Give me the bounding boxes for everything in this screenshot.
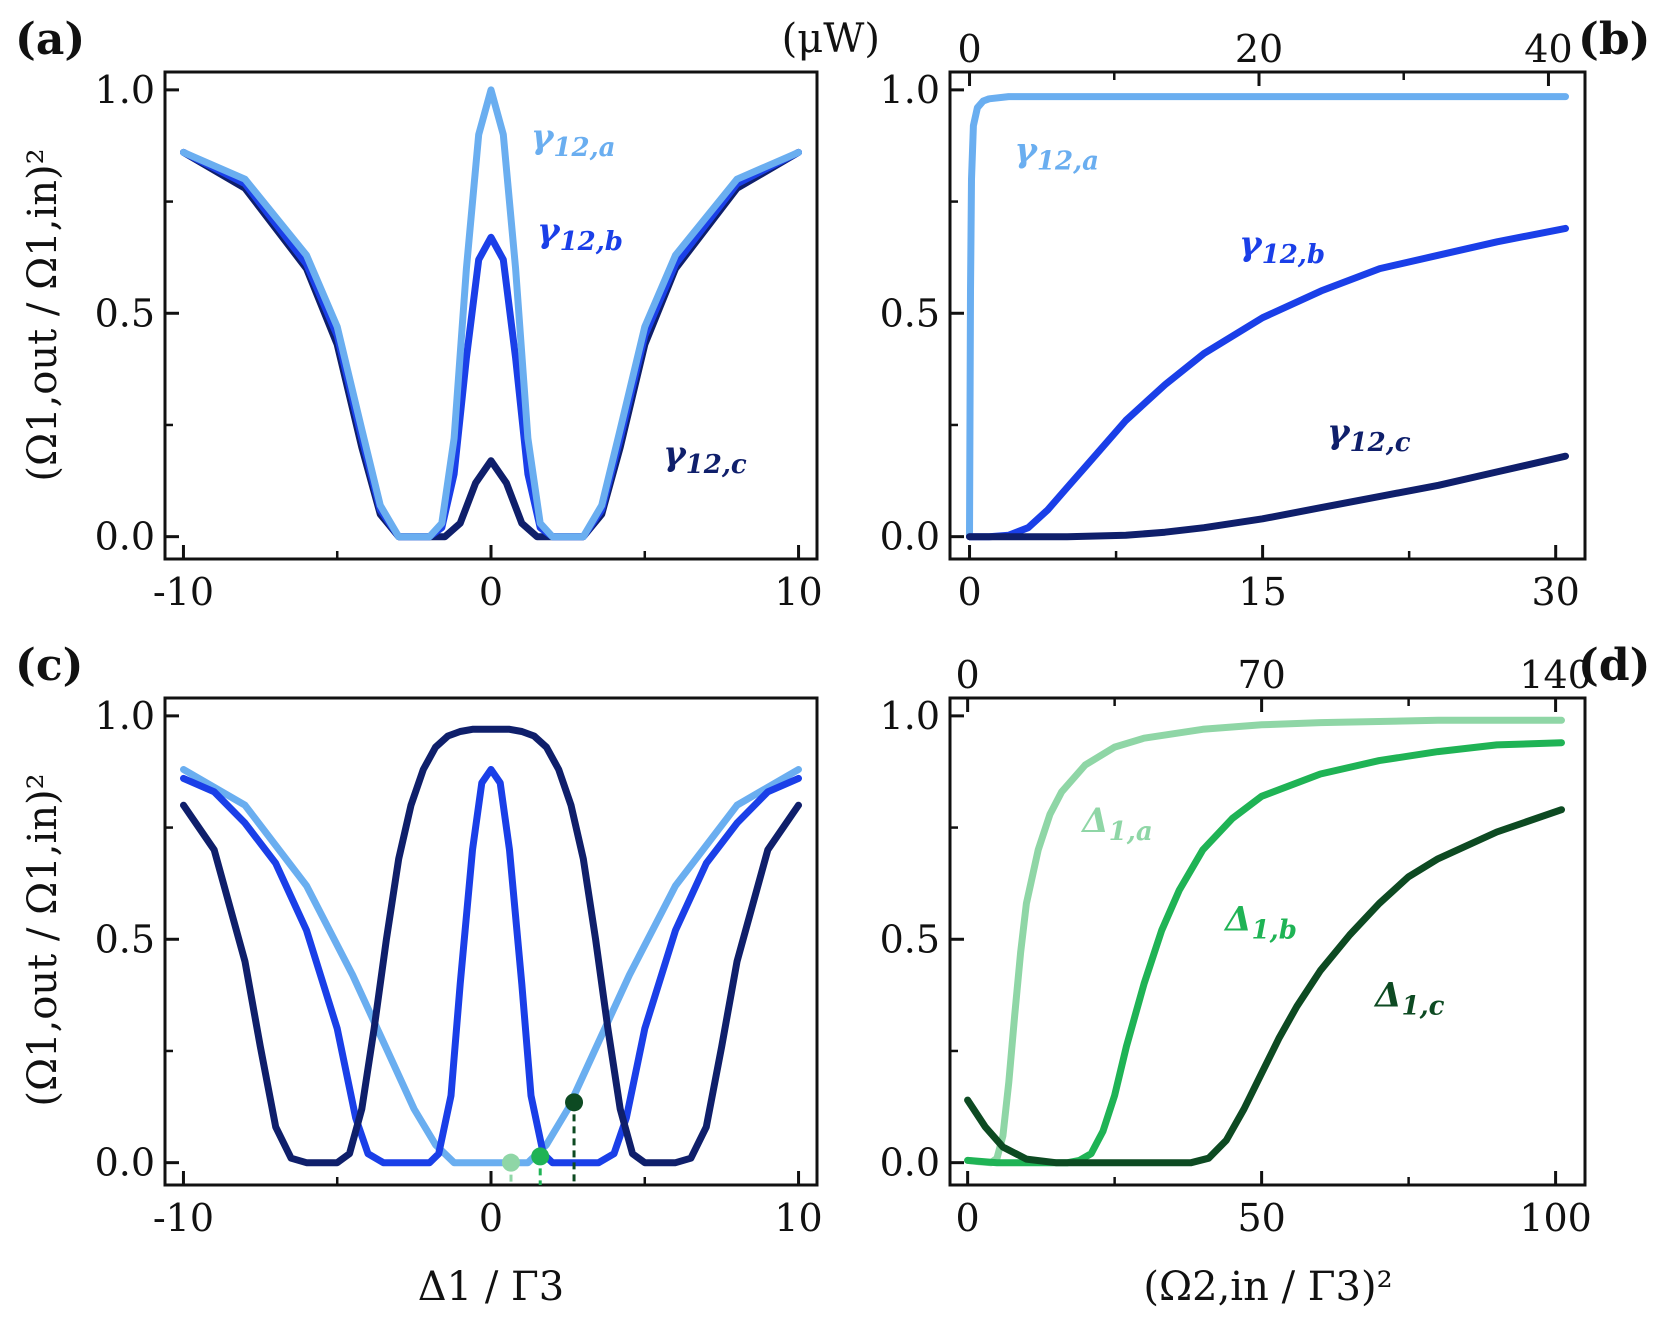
panel-label-c: (c) <box>15 640 83 691</box>
y-tick-label-c-2: 1.0 <box>95 694 155 738</box>
y-axis-title-c: (Ω1,out / Ω1,in)² <box>20 773 66 1106</box>
panel-b: (b) (μW) 0 15 30 0.0 0.5 1.0 0 20 40 γ12,a γ12,b γ1… <box>782 14 1651 614</box>
x-axis-title-c: Δ1 / Γ3 <box>418 1264 564 1310</box>
series-line-c-0 <box>180 766 802 1167</box>
y-tick-label-d-0: 0.0 <box>880 1141 940 1185</box>
top-tick-label-b-0: 0 <box>957 27 981 71</box>
y-tick-label-a-0: 0.0 <box>95 515 155 559</box>
y-tick-label-c-0: 0.0 <box>95 1141 155 1185</box>
curve-label-b-2: γ12,c <box>1327 412 1411 458</box>
series-line-a-2 <box>180 86 802 541</box>
y-tick-label-a-2: 1.0 <box>95 68 155 112</box>
panel-c: (c) (Ω1,out / Ω1,in)² Δ1 / Γ3 -10 0 10 0.0 0… <box>15 640 823 1310</box>
top-axis-title-b: (μW) <box>782 16 880 62</box>
curve-label-b-1: γ12,b <box>1239 224 1325 270</box>
x-tick-label-c-1: 0 <box>479 1196 503 1240</box>
y-tick-label-c-1: 0.5 <box>95 917 155 961</box>
series-line-d-2 <box>964 806 1565 1167</box>
top-tick-label-b-2: 40 <box>1524 27 1572 71</box>
panel-label-d: (d) <box>1578 640 1650 691</box>
x-tick-label-d-1: 50 <box>1237 1196 1285 1240</box>
x-tick-label-c-0: -10 <box>153 1196 214 1240</box>
y-tick-label-a-1: 0.5 <box>95 291 155 335</box>
curve-label-a-2: γ12,c <box>663 434 747 480</box>
panel-d: (d) (Ω2,in / Γ3)² 0 50 100 0.0 0.5 1.0 0 70 140 Δ… <box>880 640 1651 1310</box>
y-tick-label-b-2: 1.0 <box>880 68 940 112</box>
y-tick-label-b-1: 0.5 <box>880 291 940 335</box>
x-tick-label-b-1: 15 <box>1238 570 1286 614</box>
curve-label-d-1: Δ1,b <box>1223 899 1297 945</box>
curve-label-a-0: γ12,a <box>531 117 616 163</box>
plot-frame-d <box>948 696 1587 1187</box>
x-tick-label-b-0: 0 <box>957 570 981 614</box>
x-tick-label-a-0: -10 <box>153 570 214 614</box>
series-line-c-2 <box>180 725 802 1167</box>
x-tick-label-d-0: 0 <box>956 1196 980 1240</box>
top-tick-label-d-0: 0 <box>956 653 980 697</box>
y-tick-label-b-0: 0.0 <box>880 515 940 559</box>
y-axis-title-a: (Ω1,out / Ω1,in)² <box>20 148 66 481</box>
top-tick-label-b-1: 20 <box>1235 27 1283 71</box>
y-tick-label-d-1: 0.5 <box>880 917 940 961</box>
x-axis-title-d: (Ω2,in / Γ3)² <box>1143 1264 1392 1310</box>
curve-label-b-0: γ12,a <box>1014 130 1099 176</box>
marker-point-c-2 <box>565 1093 584 1112</box>
plot-frame-b <box>948 70 1587 561</box>
series-line-b-1 <box>966 224 1569 541</box>
y-tick-label-d-2: 1.0 <box>880 694 940 738</box>
top-tick-label-d-2: 140 <box>1519 653 1592 697</box>
x-tick-label-a-2: 10 <box>774 570 822 614</box>
curve-label-d-0: Δ1,a <box>1080 801 1152 847</box>
x-tick-label-c-2: 10 <box>774 1196 822 1240</box>
series-line-d-0 <box>964 716 1565 1167</box>
curve-label-a-1: γ12,b <box>537 211 623 257</box>
panel-label-a: (a) <box>15 14 85 65</box>
x-tick-label-a-1: 0 <box>479 570 503 614</box>
panel-label-b: (b) <box>1578 14 1650 65</box>
series-line-c-1 <box>180 766 802 1167</box>
marker-point-c-0 <box>501 1153 520 1172</box>
top-tick-label-d-1: 70 <box>1237 653 1285 697</box>
curve-label-d-2: Δ1,c <box>1373 975 1445 1021</box>
marker-point-c-1 <box>531 1147 550 1166</box>
panel-a: (a) (Ω1,out / Ω1,in)² -10 0 10 0.0 0.5 1.0 γ12… <box>15 14 823 614</box>
series-line-b-0 <box>966 93 1569 541</box>
x-tick-label-d-2: 100 <box>1519 1196 1592 1240</box>
series-line-b-2 <box>966 452 1569 541</box>
x-tick-label-b-2: 30 <box>1532 570 1580 614</box>
plot-frame-a <box>163 70 819 561</box>
